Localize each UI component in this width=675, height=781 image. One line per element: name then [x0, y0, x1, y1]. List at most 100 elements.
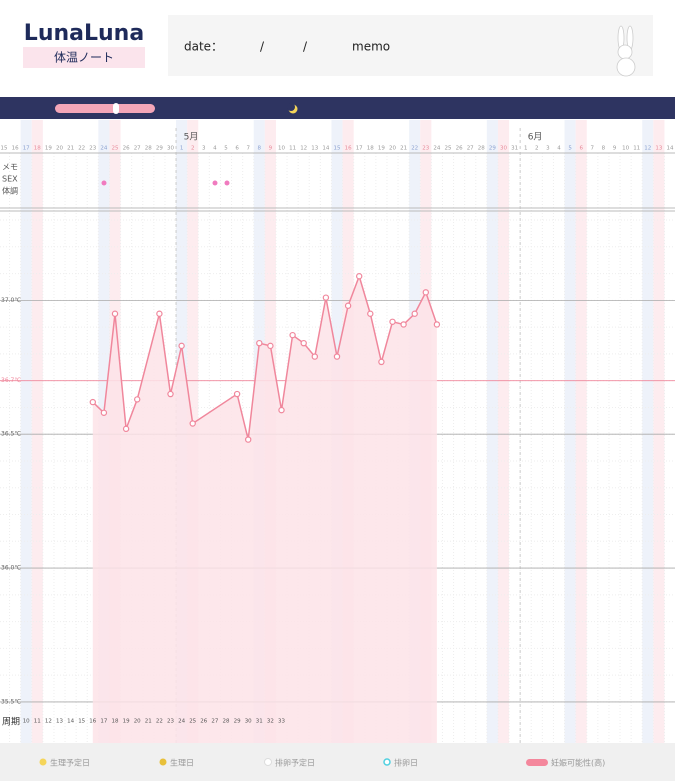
point	[322, 294, 330, 301]
point	[300, 339, 307, 347]
point	[267, 342, 274, 350]
day-label: 10	[278, 146, 285, 152]
cycle-day: 26	[200, 719, 207, 725]
weekend-column	[497, 120, 510, 743]
month-label: 5月	[184, 132, 199, 143]
day-label: 26	[123, 146, 130, 152]
weekend-column	[575, 120, 587, 743]
legend-icon	[526, 759, 548, 766]
day-label: 15	[334, 146, 341, 152]
point	[111, 310, 119, 317]
cycle-label: 周期	[2, 717, 20, 728]
point	[400, 321, 407, 328]
point	[156, 310, 163, 317]
day-label: 8	[602, 146, 606, 152]
legend-label: 排卵予定日	[275, 758, 315, 768]
day-label: 4	[213, 146, 217, 152]
day-label: 17	[356, 146, 363, 152]
day-label: 30	[167, 146, 174, 152]
day-label: 27	[467, 146, 474, 152]
day-label: 8	[258, 146, 262, 152]
cycle-day: 18	[112, 719, 119, 725]
day-label: 1	[180, 146, 184, 152]
sex-hearts	[101, 180, 230, 186]
cycle-day: 28	[223, 719, 230, 725]
point	[89, 398, 97, 406]
day-label: 13	[311, 146, 318, 152]
slider[interactable]	[55, 104, 155, 113]
month-label: 6月	[528, 132, 543, 143]
day-label: 24	[100, 146, 107, 152]
day-label: 29	[156, 146, 163, 152]
day-label: 31	[511, 146, 518, 152]
weekend-column	[31, 120, 43, 743]
day-label: 11	[289, 146, 296, 152]
point	[356, 273, 363, 280]
slider-knob[interactable]	[113, 103, 119, 114]
point	[278, 406, 285, 414]
point	[100, 409, 108, 416]
day-label: 19	[378, 146, 385, 152]
plot	[89, 273, 441, 743]
date-box	[168, 15, 653, 76]
slash: /	[303, 40, 308, 54]
point	[133, 396, 141, 403]
slash: /	[260, 40, 265, 54]
cycle-day: 11	[34, 719, 41, 725]
point	[178, 342, 185, 350]
moon-cut	[287, 103, 295, 111]
day-label: 2	[191, 146, 195, 152]
point	[244, 436, 252, 443]
legend-icon	[39, 758, 47, 766]
area	[92, 276, 437, 743]
day-label: 3	[202, 146, 206, 152]
legend-label: 妊娠可能性(高)	[551, 758, 605, 768]
day-label: 24	[433, 146, 440, 152]
day-label: 9	[613, 146, 617, 152]
day-label: 20	[389, 146, 396, 152]
day-label: 26	[456, 146, 463, 152]
point	[122, 425, 130, 433]
header: LunaLuna 体温ノート date： / / memo	[23, 15, 653, 77]
day-label: 10	[622, 146, 629, 152]
point	[411, 310, 418, 317]
day-label: 28	[145, 146, 152, 152]
weekend-column	[486, 120, 498, 743]
cycle-day: 13	[56, 719, 63, 725]
point	[233, 390, 241, 398]
point	[256, 339, 263, 347]
cycle-day: 20	[134, 719, 141, 725]
y-tick-label: 36.5℃	[1, 431, 21, 438]
point	[167, 390, 174, 398]
day-label: 14	[322, 146, 329, 152]
day-label: 14	[667, 146, 674, 152]
day-label: 30	[500, 146, 507, 152]
cycle-day: 17	[100, 719, 107, 725]
cycle-day: 32	[267, 719, 274, 725]
subtitle: 体温ノート	[54, 51, 114, 65]
legend-label: 生理予定日	[50, 758, 90, 768]
cycle-day: 31	[256, 719, 263, 725]
day-label: 13	[655, 146, 662, 152]
day-label: 18	[34, 146, 41, 152]
day-label: 1	[524, 146, 528, 152]
cycle-day: 21	[145, 719, 152, 725]
day-label: 16	[12, 146, 19, 152]
day-label: 25	[112, 146, 119, 152]
day-label: 22	[78, 146, 85, 152]
point	[433, 321, 441, 328]
cycle-day: 23	[167, 719, 174, 725]
legend-bar	[0, 743, 675, 781]
day-label: 3	[546, 146, 550, 152]
legend-icon	[264, 758, 272, 766]
cycle-day: 27	[211, 719, 218, 725]
day-label: 21	[67, 146, 74, 152]
weekend-column	[653, 120, 665, 743]
cover-line-label: 36.7℃	[1, 377, 21, 384]
day-label: 7	[591, 146, 595, 152]
y-tick-label: 35.5℃	[1, 698, 21, 705]
day-label: 20	[56, 146, 63, 152]
date-label: date：	[184, 40, 223, 54]
day-label: 19	[45, 146, 52, 152]
